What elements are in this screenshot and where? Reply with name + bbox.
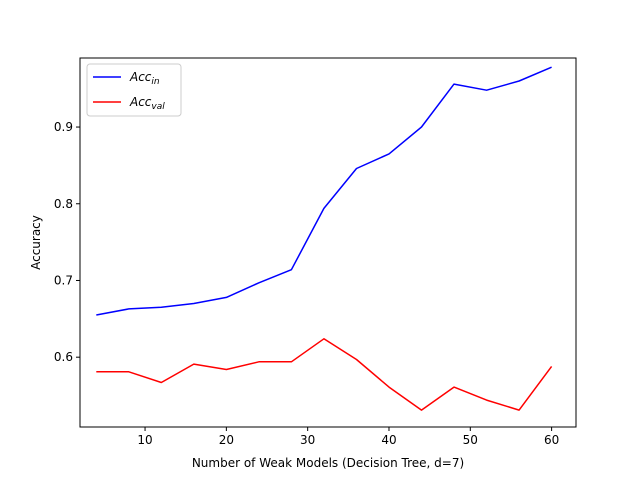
plot-frame — [79, 57, 577, 428]
plot-area — [79, 57, 577, 428]
series-line-in — [96, 66, 552, 316]
x-tick-label: 40 — [381, 433, 396, 447]
x-tick-label: 10 — [137, 433, 152, 447]
legend: Accin Accval — [86, 63, 182, 117]
x-tick-label: 50 — [463, 433, 478, 447]
x-axis-label: Number of Weak Models (Decision Tree, d=… — [192, 456, 464, 470]
y-tick-label: 0.6 — [54, 350, 73, 364]
x-axis: 10 20 30 40 50 60 — [137, 427, 559, 447]
legend-label-in: Accin — [129, 70, 160, 87]
y-tick-label: 0.9 — [54, 120, 73, 134]
x-tick-label: 60 — [544, 433, 559, 447]
y-axis-label: Accuracy — [29, 215, 43, 270]
y-tick-label: 0.8 — [54, 197, 73, 211]
legend-label-val: Accval — [129, 95, 165, 112]
y-axis: 0.6 0.7 0.8 0.9 — [54, 120, 80, 364]
x-tick-label: 20 — [219, 433, 234, 447]
series-layer — [96, 66, 553, 411]
series-line-val — [96, 338, 553, 411]
x-tick-label: 30 — [300, 433, 315, 447]
y-tick-label: 0.7 — [54, 273, 73, 287]
